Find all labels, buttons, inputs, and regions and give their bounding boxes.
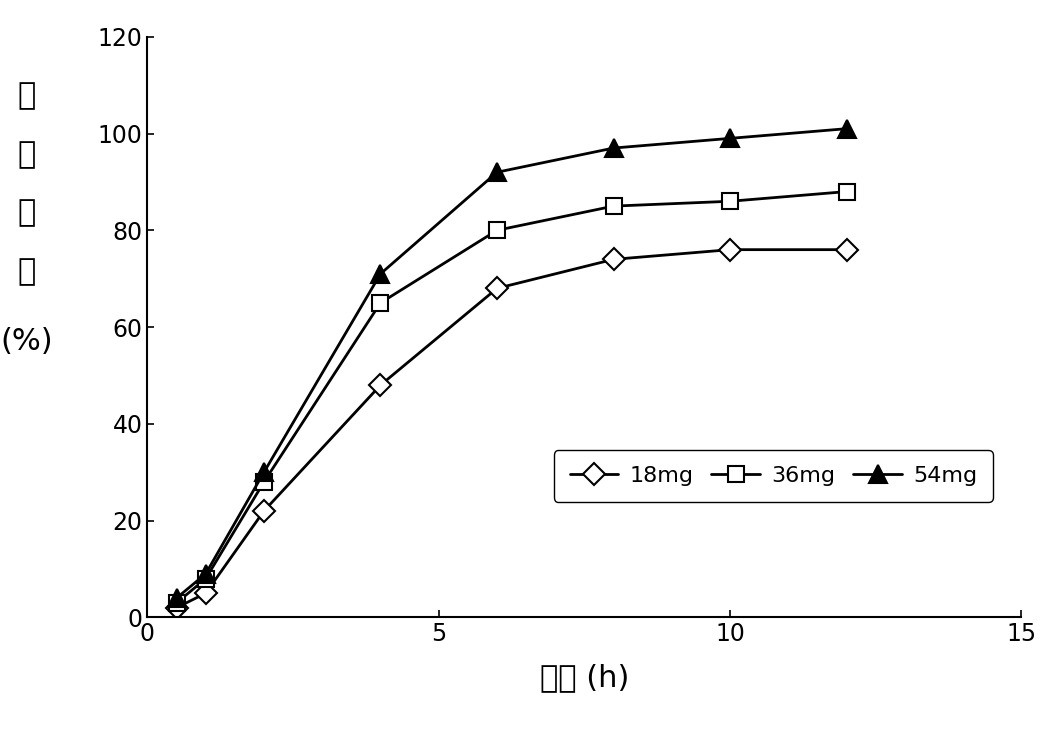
54mg [171,594,183,603]
54mg [199,570,212,578]
18mg [258,506,271,515]
Text: 累: 累 [17,81,36,110]
Text: 释: 释 [17,198,36,228]
Text: 积: 积 [17,140,36,169]
36mg [171,598,183,607]
X-axis label: 时间 (h): 时间 (h) [540,663,629,692]
36mg [723,197,736,206]
54mg [608,143,620,152]
54mg [258,467,271,476]
18mg [491,284,503,293]
18mg [840,245,853,254]
36mg [608,201,620,210]
36mg [258,478,271,487]
54mg [723,134,736,143]
36mg [840,187,853,196]
18mg [723,245,736,254]
36mg [199,574,212,583]
Line: 36mg: 36mg [168,184,854,611]
Line: 54mg: 54mg [167,120,856,607]
54mg [374,270,386,279]
54mg [491,168,503,176]
54mg [840,124,853,133]
Line: 18mg: 18mg [168,242,854,615]
18mg [608,255,620,264]
Legend: 18mg, 36mg, 54mg: 18mg, 36mg, 54mg [554,451,993,502]
Text: 放: 放 [17,257,36,287]
18mg [171,603,183,612]
Text: (%): (%) [0,327,53,356]
18mg [374,381,386,390]
36mg [491,226,503,234]
18mg [199,589,212,598]
36mg [374,298,386,307]
